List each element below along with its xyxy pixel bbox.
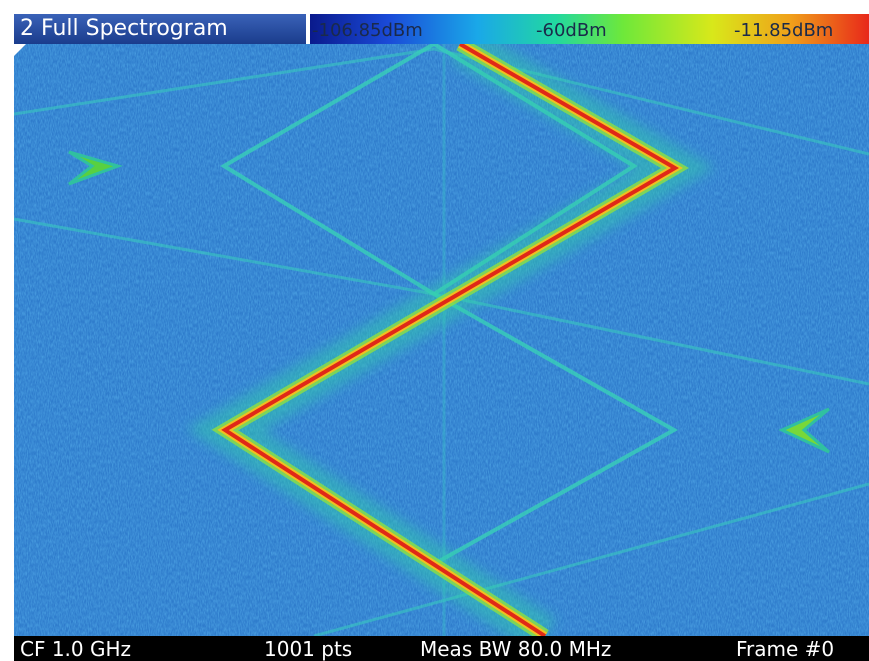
corner-mark [14,44,26,56]
window-title[interactable]: 2 Full Spectrogram [14,14,306,44]
scale-mid: -60dBm [536,20,607,41]
scale-max: -11.85dBm [734,20,834,41]
frame: Frame #0 [736,637,835,661]
center-frequency: CF 1.0 GHz [20,637,132,661]
points: 1001 pts [264,637,353,661]
meas-bw: Meas BW 80.0 MHz [420,637,612,661]
marker [68,150,123,186]
marker [778,407,830,454]
signal-traces [14,44,869,636]
scale-min: -106.85dBm [312,20,423,41]
status-bar: CF 1.0 GHz 1001 pts Meas BW 80.0 MHz Fra… [14,636,869,661]
spectrogram [14,44,869,636]
color-scale: -106.85dBm -60dBm -11.85dBm [310,14,869,44]
